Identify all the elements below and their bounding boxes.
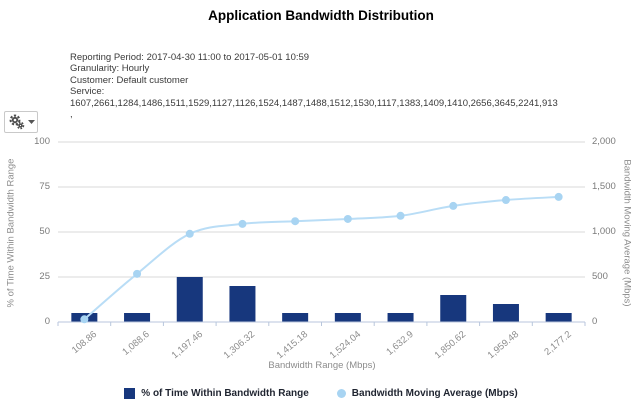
legend-label-bar: % of Time Within Bandwidth Range (141, 388, 309, 399)
moving-average-point (449, 201, 458, 210)
service-values: 1607,2661,1284,1486,1511,1529,1127,1126,… (70, 97, 558, 109)
moving-average-point (501, 196, 510, 205)
legend-label-line: Bandwidth Moving Average (Mbps) (351, 388, 518, 399)
chart-options-button[interactable] (4, 111, 38, 133)
legend-item-line-series[interactable]: Bandwidth Moving Average (Mbps) (336, 388, 518, 399)
bar (176, 277, 203, 322)
bar (545, 313, 572, 322)
customer: Customer: Default customer (70, 74, 189, 86)
gear-icon (8, 114, 26, 130)
y-axis-tick-right: 1,000 (592, 226, 616, 237)
y-axis-tick-left: 0 (44, 316, 50, 327)
y-axis-tick-left: 100 (34, 136, 50, 147)
bar (387, 313, 414, 322)
line-series-swatch-icon (336, 389, 346, 398)
y-axis-tick-right: 500 (592, 271, 608, 282)
service-trailing-comma: , (70, 109, 73, 121)
page-title: Application Bandwidth Distribution (208, 8, 434, 23)
bar (492, 304, 519, 322)
moving-average-point (238, 219, 247, 228)
chart-legend: % of Time Within Bandwidth Range Bandwid… (0, 388, 642, 399)
moving-average-point (343, 214, 352, 223)
y-axis-tick-right: 1,500 (592, 181, 616, 192)
bar (334, 313, 361, 322)
moving-average-point (185, 229, 194, 238)
y-axis-tick-left: 25 (39, 271, 50, 282)
y-axis-tick-right: 2,000 (592, 136, 616, 147)
chevron-down-icon (27, 119, 35, 125)
reporting-period: Reporting Period: 2017-04-30 11:00 to 20… (70, 52, 310, 63)
bar (124, 313, 151, 322)
bar (440, 295, 467, 322)
granularity: Granularity: Hourly (70, 63, 150, 75)
moving-average-point (396, 211, 405, 220)
moving-average-point (554, 192, 563, 201)
bar (282, 313, 309, 322)
y-axis-tick-right: 0 (592, 316, 598, 327)
moving-average-point (80, 315, 89, 324)
moving-average-point (291, 217, 300, 226)
report-info-block: Reporting Period: 2017-04-30 11:00 to 20… (70, 52, 558, 120)
legend-item-bar-series[interactable]: % of Time Within Bandwidth Range (124, 388, 309, 399)
y-axis-tick-left: 75 (39, 181, 50, 192)
bar-series-swatch-icon (124, 388, 136, 399)
service-label: Service: (70, 86, 105, 98)
moving-average-point (133, 269, 142, 278)
y-axis-tick-left: 50 (39, 226, 50, 237)
bar (229, 286, 256, 322)
moving-average-line (83, 195, 559, 321)
x-axis-title: Bandwidth Range (Mbps) (268, 360, 376, 371)
